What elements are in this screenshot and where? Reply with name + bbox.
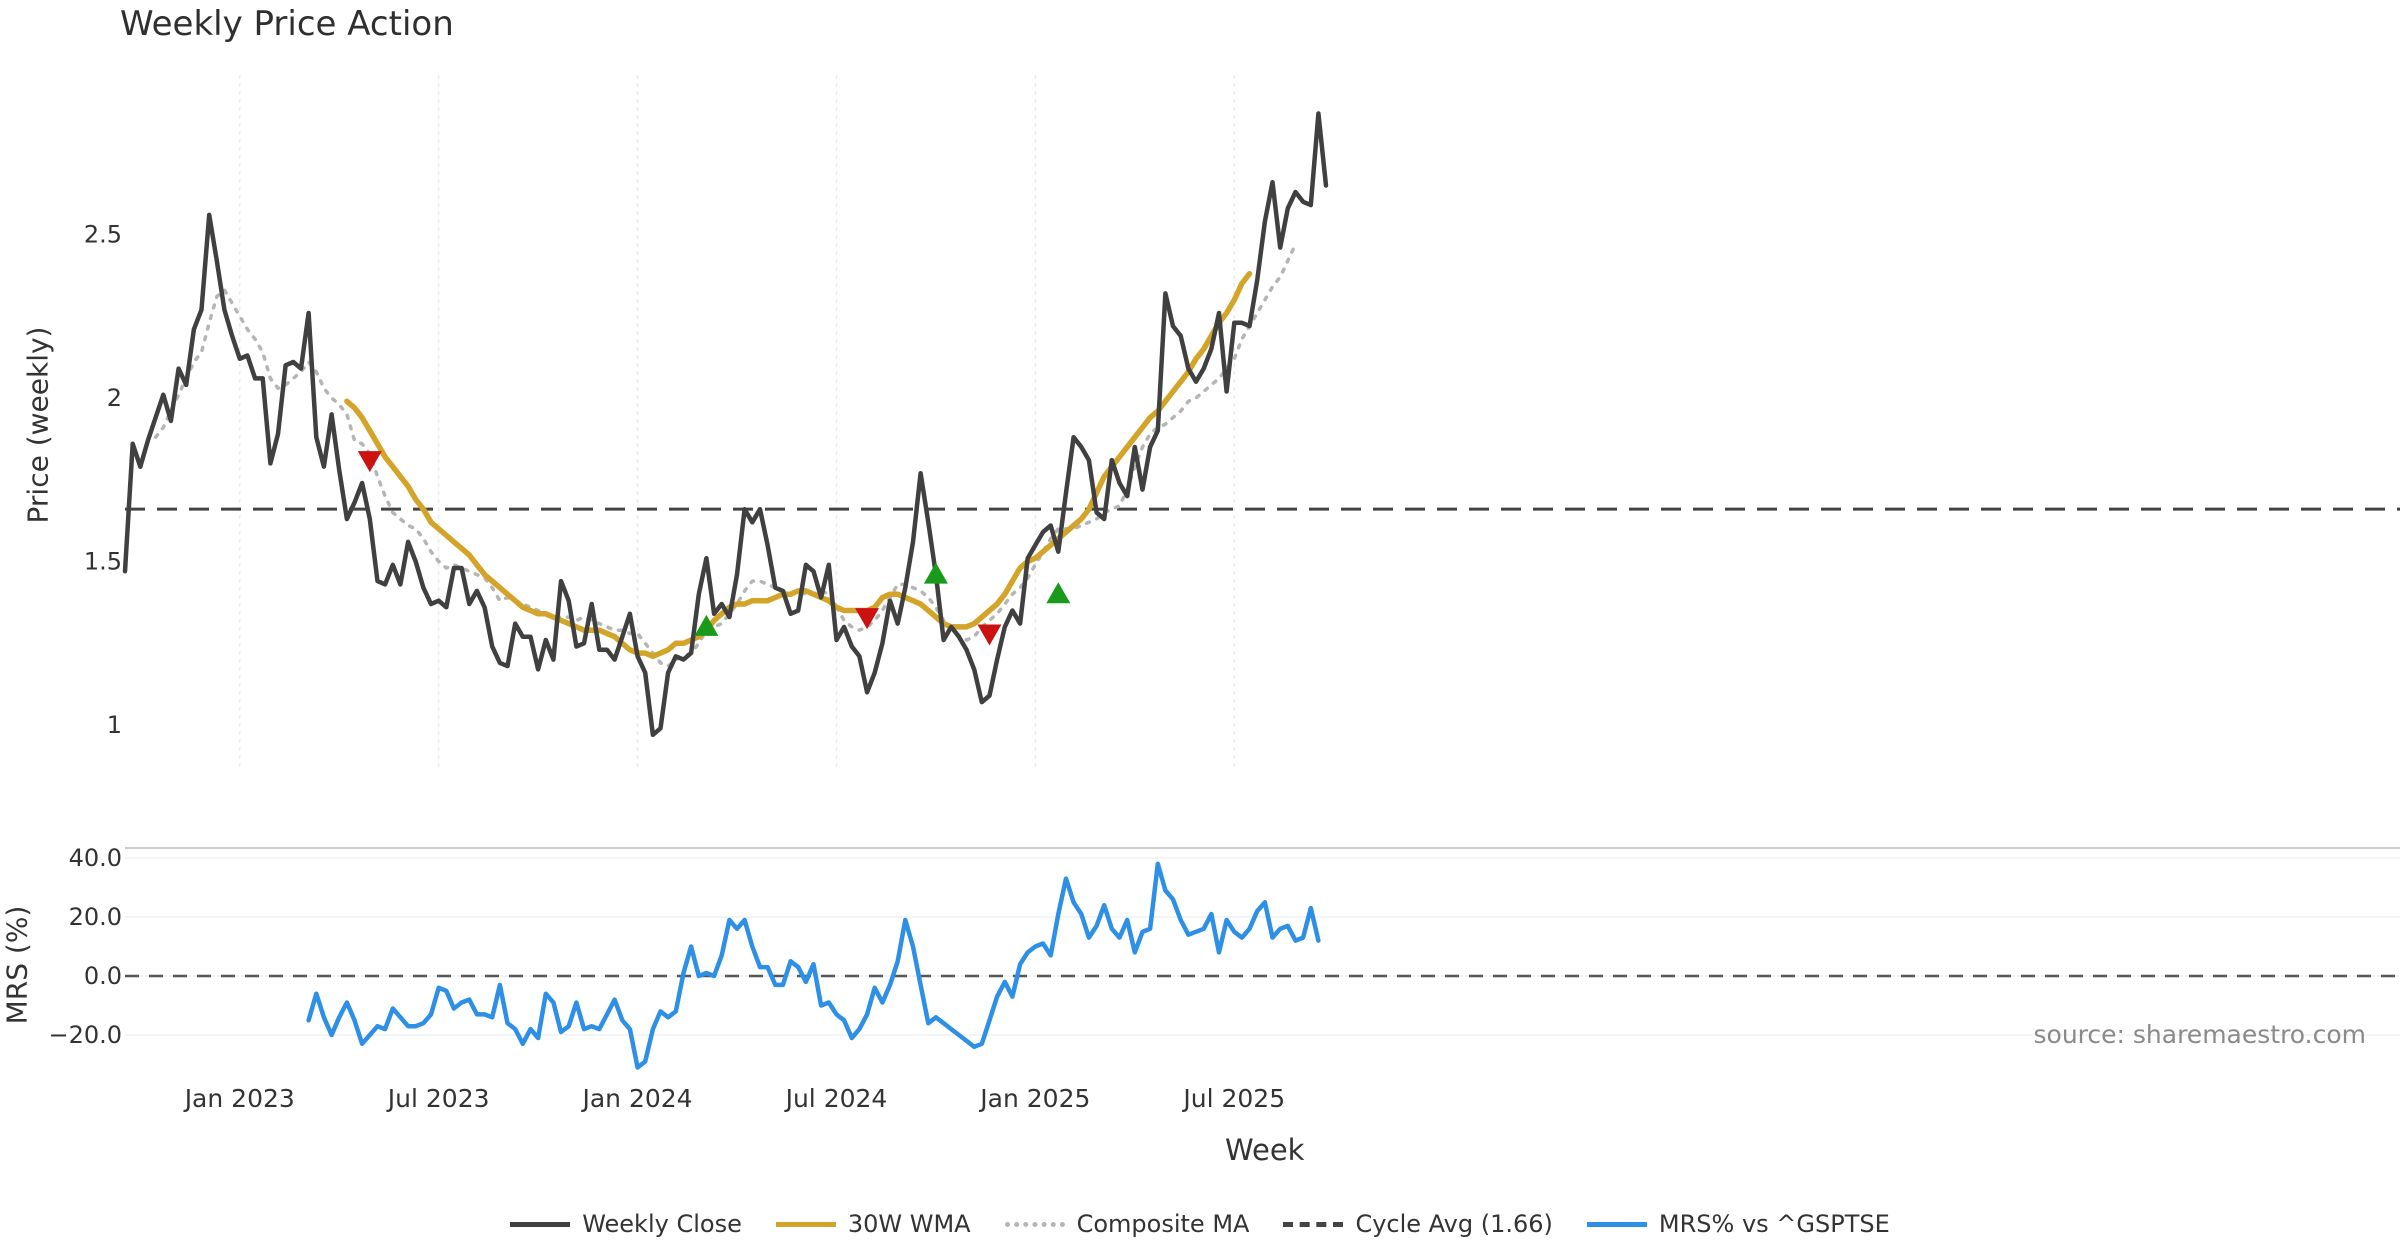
x-axis-label: Week bbox=[1225, 1133, 1305, 1167]
legend-label: Composite MA bbox=[1076, 1210, 1250, 1238]
mrs-y-tick-label: 40.0 bbox=[69, 844, 122, 872]
legend-item-composite-ma[interactable]: Composite MA bbox=[1004, 1210, 1250, 1238]
price-y-tick-label: 2 bbox=[107, 384, 122, 412]
legend-swatch bbox=[775, 1221, 836, 1227]
x-tick-label: Jan 2025 bbox=[978, 1084, 1090, 1113]
price-axis-label: Price (weekly) bbox=[21, 326, 55, 524]
sell-signal-marker bbox=[357, 451, 382, 473]
legend-label: Weekly Close bbox=[582, 1210, 742, 1238]
legend-label: 30W WMA bbox=[847, 1210, 971, 1238]
chart-title: Weekly Price Action bbox=[120, 4, 454, 44]
legend-item-mrs[interactable]: MRS% vs ^GSPTSE bbox=[1586, 1210, 1890, 1238]
legend: Weekly Close 30W WMA Composite MA Cycle … bbox=[0, 1210, 2400, 1238]
x-tick-label: Jan 2024 bbox=[580, 1084, 692, 1113]
mrs-y-tick-label: 0.0 bbox=[84, 962, 122, 990]
legend-swatch bbox=[510, 1221, 571, 1227]
mrs-y-tick-label: −20.0 bbox=[48, 1021, 122, 1049]
wma-30w-line bbox=[344, 270, 1253, 660]
buy-signal-marker bbox=[1046, 582, 1071, 604]
x-tick-label: Jan 2023 bbox=[183, 1084, 295, 1113]
price-y-tick-label: 1.5 bbox=[84, 548, 122, 576]
legend-swatch bbox=[1004, 1221, 1065, 1227]
legend-swatch bbox=[1283, 1221, 1344, 1227]
legend-item-30w-wma[interactable]: 30W WMA bbox=[775, 1210, 971, 1238]
mrs-y-tick-label: 20.0 bbox=[69, 903, 122, 931]
buy-signal-marker bbox=[923, 562, 948, 584]
legend-label: Cycle Avg (1.66) bbox=[1355, 1210, 1553, 1238]
sell-signal-marker bbox=[855, 608, 880, 630]
legend-item-weekly-close[interactable]: Weekly Close bbox=[510, 1210, 742, 1238]
mrs-axis-label: MRS (%) bbox=[0, 905, 34, 1025]
mrs-line bbox=[306, 861, 1321, 1070]
source-note: source: sharemaestro.com bbox=[2033, 1020, 2367, 1049]
weekly-close-line bbox=[122, 111, 1329, 738]
legend-item-cycle-avg[interactable]: Cycle Avg (1.66) bbox=[1283, 1210, 1553, 1238]
x-tick-label: Jul 2025 bbox=[1181, 1084, 1285, 1113]
sell-signal-marker bbox=[977, 624, 1002, 646]
buy-signal-marker bbox=[694, 614, 719, 636]
legend-swatch bbox=[1586, 1221, 1647, 1227]
x-tick-label: Jul 2023 bbox=[386, 1084, 490, 1113]
price-y-tick-label: 1 bbox=[107, 711, 122, 739]
x-tick-label: Jul 2024 bbox=[784, 1084, 888, 1113]
legend-label: MRS% vs ^GSPTSE bbox=[1658, 1210, 1890, 1238]
price-y-tick-label: 2.5 bbox=[84, 221, 122, 249]
